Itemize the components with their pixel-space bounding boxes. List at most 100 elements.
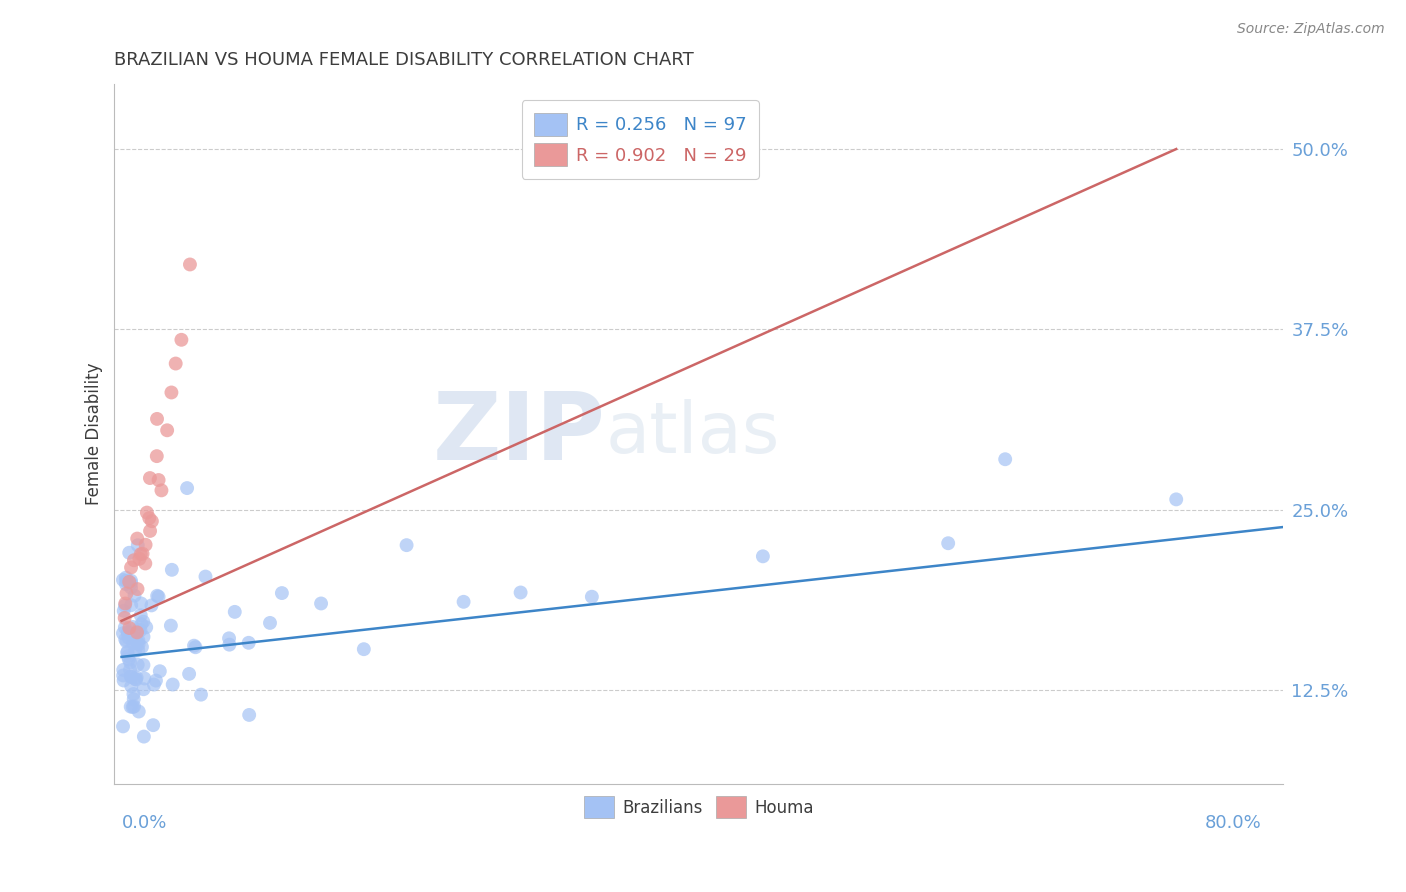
Point bbox=[118, 652, 141, 666]
Point bbox=[132, 630, 155, 644]
Point bbox=[125, 673, 148, 687]
Point bbox=[183, 639, 205, 653]
Point bbox=[128, 705, 150, 719]
Point bbox=[142, 718, 165, 732]
Point bbox=[190, 688, 212, 702]
Point bbox=[115, 634, 138, 648]
Point bbox=[120, 669, 142, 683]
Point bbox=[132, 658, 155, 673]
Point bbox=[309, 597, 332, 611]
Point bbox=[145, 673, 167, 688]
Point bbox=[120, 560, 142, 574]
Point bbox=[128, 551, 150, 566]
Y-axis label: Female Disability: Female Disability bbox=[86, 363, 103, 505]
Point bbox=[117, 625, 139, 640]
Point bbox=[146, 449, 169, 463]
Point bbox=[122, 692, 145, 706]
Point bbox=[129, 597, 152, 611]
Point bbox=[121, 620, 143, 634]
Point bbox=[238, 707, 260, 722]
Text: BRAZILIAN VS HOUMA FEMALE DISABILITY CORRELATION CHART: BRAZILIAN VS HOUMA FEMALE DISABILITY COR… bbox=[114, 51, 695, 69]
Point bbox=[148, 590, 170, 604]
Point bbox=[127, 532, 149, 546]
Point bbox=[118, 631, 141, 645]
Point bbox=[994, 452, 1017, 467]
Point bbox=[114, 632, 136, 647]
Point bbox=[122, 553, 145, 567]
Point bbox=[127, 643, 149, 657]
Point bbox=[120, 581, 142, 595]
Point bbox=[114, 611, 136, 625]
Point bbox=[139, 471, 162, 485]
Point bbox=[160, 385, 183, 400]
Point bbox=[118, 621, 141, 635]
Point bbox=[135, 506, 157, 520]
Point bbox=[179, 666, 201, 681]
Point bbox=[218, 632, 240, 646]
Point bbox=[127, 538, 149, 552]
Point bbox=[127, 635, 149, 649]
Point bbox=[162, 677, 184, 691]
Point bbox=[115, 571, 138, 585]
Point bbox=[112, 668, 135, 682]
Point bbox=[453, 595, 475, 609]
Point bbox=[132, 730, 155, 744]
Point bbox=[125, 671, 148, 685]
Text: Source: ZipAtlas.com: Source: ZipAtlas.com bbox=[1237, 22, 1385, 37]
Point bbox=[131, 640, 153, 654]
Point bbox=[224, 605, 246, 619]
Point bbox=[128, 637, 150, 651]
Point bbox=[129, 608, 152, 623]
Point bbox=[117, 645, 139, 659]
Point bbox=[138, 511, 160, 525]
Point bbox=[114, 597, 136, 611]
Point bbox=[115, 577, 138, 591]
Point bbox=[176, 481, 198, 495]
Point bbox=[131, 547, 153, 561]
Point bbox=[148, 473, 170, 487]
Point bbox=[111, 573, 134, 587]
Point bbox=[118, 574, 141, 589]
Point bbox=[114, 620, 136, 634]
Point bbox=[120, 679, 142, 693]
Point bbox=[270, 586, 292, 600]
Point bbox=[125, 625, 148, 640]
Point bbox=[184, 640, 207, 655]
Point bbox=[259, 615, 281, 630]
Point bbox=[124, 631, 146, 645]
Point bbox=[115, 586, 138, 600]
Point bbox=[118, 663, 141, 677]
Point bbox=[129, 547, 152, 561]
Point bbox=[118, 546, 141, 560]
Point bbox=[146, 412, 169, 426]
Point bbox=[135, 538, 157, 552]
Point bbox=[124, 672, 146, 686]
Point bbox=[149, 664, 172, 678]
Point bbox=[170, 333, 193, 347]
Text: atlas: atlas bbox=[605, 400, 780, 468]
Point bbox=[117, 649, 139, 664]
Point bbox=[135, 620, 157, 634]
Point bbox=[117, 646, 139, 660]
Point bbox=[141, 599, 163, 613]
Legend: Brazilians, Houma: Brazilians, Houma bbox=[576, 789, 820, 824]
Point bbox=[127, 582, 149, 596]
Point bbox=[395, 538, 418, 552]
Point bbox=[132, 615, 155, 629]
Point bbox=[160, 563, 183, 577]
Point bbox=[218, 638, 240, 652]
Text: 80.0%: 80.0% bbox=[1205, 814, 1261, 832]
Point bbox=[112, 673, 135, 688]
Point bbox=[134, 672, 156, 686]
Text: ZIP: ZIP bbox=[433, 388, 605, 480]
Point bbox=[120, 574, 142, 588]
Point bbox=[139, 524, 162, 538]
Point bbox=[194, 569, 217, 583]
Point bbox=[146, 589, 169, 603]
Point bbox=[120, 598, 142, 612]
Point bbox=[165, 357, 187, 371]
Point bbox=[122, 636, 145, 650]
Point bbox=[111, 719, 134, 733]
Point bbox=[124, 644, 146, 658]
Point bbox=[127, 657, 149, 672]
